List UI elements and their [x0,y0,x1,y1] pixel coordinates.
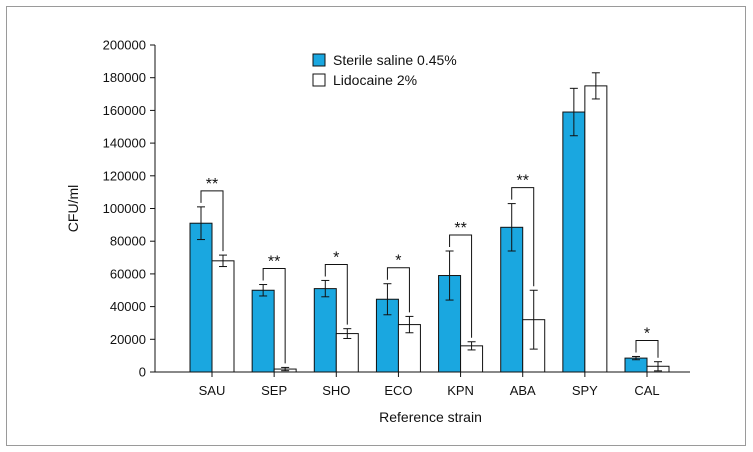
bars [189,85,670,373]
significance-label: * [644,325,650,342]
y-tick-label: 0 [139,365,146,380]
significance-label: ** [206,176,218,193]
x-tick-label: ABA [510,383,536,398]
significance-label: ** [516,173,528,190]
x-tick-label: SPY [572,383,598,398]
y-tick-label: 60000 [110,266,146,281]
x-tick-label: ECO [384,383,412,398]
legend-swatch [312,73,326,87]
y-tick-label: 40000 [110,299,146,314]
significance-bracket [262,268,286,364]
error-bar-lidocaine-aba [529,289,538,350]
significance-cal: * [635,325,659,358]
error-bar-lidocaine-cal [654,361,662,372]
significance-aba: ** [511,173,535,287]
error-bar-saline-eco [383,283,392,316]
significance-bracket [511,187,535,287]
x-tick-label: SAU [199,383,226,398]
y-tick-label: 120000 [103,168,146,183]
y-tick-label: 140000 [103,136,146,151]
error-bars [197,72,662,372]
error-bar-saline-sau [197,206,205,241]
significance-sep: ** [262,254,286,364]
error-bar-lidocaine-kpn [467,341,476,351]
x-tick-label: CAL [634,383,659,398]
bar-saline-sau [189,222,213,373]
bar-lidocaine-spy [584,85,608,373]
error-bar-saline-cal [632,355,640,361]
error-bar-saline-spy [569,87,578,137]
x-tick-label: SHO [322,383,350,398]
legend: Sterile saline 0.45% Lidocaine 2% [312,52,457,88]
significance-sau: ** [200,176,224,252]
error-bar-saline-sep [259,284,268,297]
significance-bracket [635,339,659,358]
error-bar-lidocaine-sho [343,328,352,339]
y-tick-label: 80000 [110,234,146,249]
bar-saline-sho [313,288,337,373]
legend-swatch [312,53,326,67]
significance-bracket [200,190,224,252]
bar-lidocaine-sho [335,333,359,373]
axes: 0 20000 40000 60000 80000 100000 120000 140000 1… [103,38,690,398]
x-axis-title: Reference strain [379,409,482,425]
y-tick-label: 100000 [103,201,146,216]
error-bar-saline-kpn [445,250,454,301]
error-bar-saline-aba [507,203,516,252]
legend-item-lidocaine: Lidocaine 2% [312,72,417,88]
y-tick-label: 160000 [103,103,146,118]
legend-label: Sterile saline 0.45% [333,52,457,68]
y-tick-label: 20000 [110,332,146,347]
legend-label: Lidocaine 2% [333,72,417,88]
significance-sho: * [324,249,348,325]
error-bar-lidocaine-sep [281,366,290,372]
error-bar-lidocaine-eco [405,315,414,334]
significance-label: ** [268,254,280,271]
significance-bracket [449,234,473,338]
x-tick-label: SEP [261,383,287,398]
legend-item-saline: Sterile saline 0.45% [312,52,457,68]
bar-saline-spy [562,111,586,373]
significance-label: * [333,249,339,266]
significance-bracket [386,267,410,313]
chart-frame [6,6,746,446]
x-tick-label: KPN [447,383,474,398]
y-tick-label: 180000 [103,70,146,85]
significance-label: * [395,253,401,270]
significance-eco: * [386,253,410,313]
y-tick-label: 200000 [103,38,146,53]
significance-label: ** [454,220,466,237]
significance-kpn: ** [449,220,473,338]
error-bar-lidocaine-spy [591,72,600,100]
y-axis-title: CFU/ml [65,185,81,232]
significance-bracket [324,263,348,325]
error-bar-saline-sho [321,279,330,298]
significance-brackets: **** * ****** [200,173,659,364]
bar-saline-sep [251,289,275,373]
bar-lidocaine-sau [211,260,235,373]
error-bar-lidocaine-sau [219,254,227,268]
